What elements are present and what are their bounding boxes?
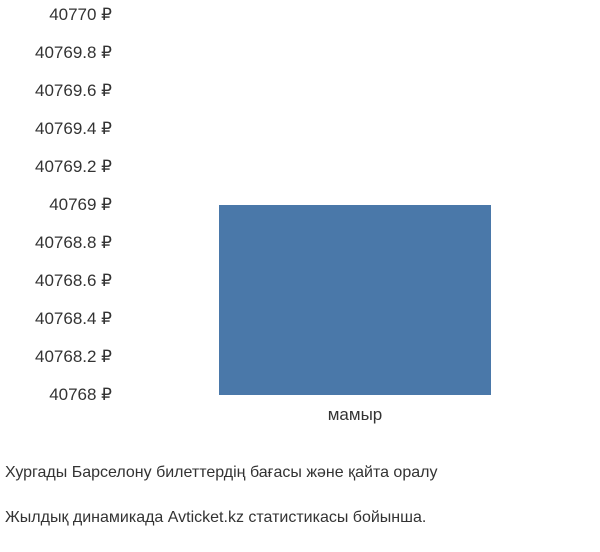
y-tick-label: 40769.4 ₽ bbox=[35, 119, 112, 139]
caption-line2: Жылдық динамикада Avticket.kz статистика… bbox=[5, 507, 437, 529]
y-axis: 40770 ₽40769.8 ₽40769.6 ₽40769.4 ₽40769.… bbox=[0, 15, 120, 395]
y-tick-label: 40768 ₽ bbox=[49, 385, 112, 405]
y-tick-label: 40769.6 ₽ bbox=[35, 81, 112, 101]
y-tick-label: 40769.2 ₽ bbox=[35, 157, 112, 177]
plot-area bbox=[120, 15, 590, 395]
y-tick-label: 40769.8 ₽ bbox=[35, 43, 112, 63]
y-tick-label: 40769 ₽ bbox=[49, 195, 112, 215]
x-tick-label: мамыр bbox=[328, 405, 383, 425]
y-tick-label: 40770 ₽ bbox=[49, 5, 112, 25]
y-tick-label: 40768.2 ₽ bbox=[35, 347, 112, 367]
y-tick-label: 40768.6 ₽ bbox=[35, 271, 112, 291]
bar bbox=[219, 205, 492, 395]
chart-container: 40770 ₽ 40769.8 ₽ 40769.6 ₽ 40769.4 ₽ 40769.… bbox=[0, 0, 600, 500]
caption: Хургады Барселону билеттердің бағасы жән… bbox=[5, 440, 437, 552]
y-tick-label: 40768.4 ₽ bbox=[35, 309, 112, 329]
y-tick-label: 40768.8 ₽ bbox=[35, 233, 112, 253]
caption-line1: Хургады Барселону билеттердің бағасы жән… bbox=[5, 462, 437, 484]
